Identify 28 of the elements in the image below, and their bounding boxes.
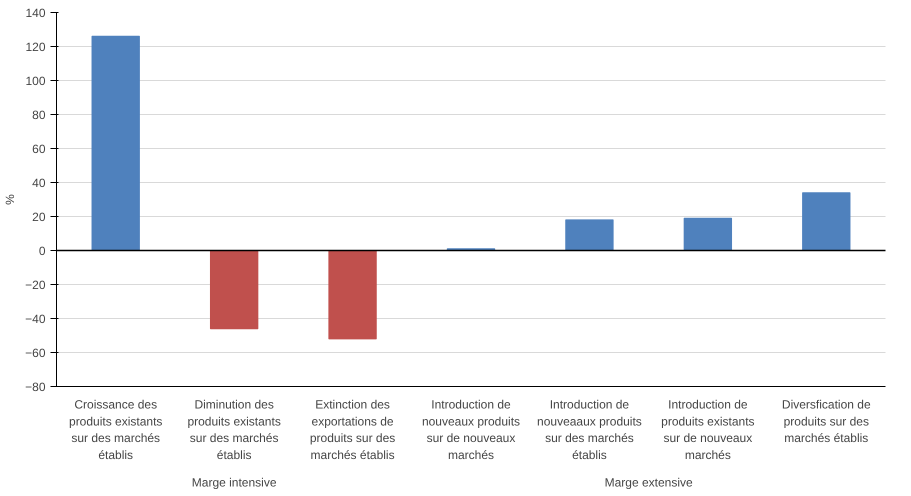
- y-tick-label: −20: [25, 278, 46, 292]
- y-tick-label: −40: [25, 312, 46, 326]
- y-tick-label: 80: [32, 108, 46, 122]
- bar: [92, 36, 140, 251]
- y-tick-label: 120: [25, 40, 46, 54]
- x-tick-label: Introduction de produits existants sur de nouveaux marchés: [661, 398, 755, 462]
- x-tick-label: Introduction de nouveaux produits sur de nouveaux marchés: [422, 398, 520, 462]
- y-tick-label: 100: [25, 74, 46, 88]
- y-axis-title: %: [3, 194, 18, 205]
- x-tick-label: Extinction des exportations de produits sur des marchés établis: [310, 398, 396, 462]
- x-tick-label: Diminution des produits existants sur des marchés établis: [187, 398, 281, 462]
- y-tick-label: −80: [25, 380, 46, 394]
- y-tick-label: 20: [32, 210, 46, 224]
- y-tick-label: 60: [32, 142, 46, 156]
- y-tick-label: 140: [25, 6, 46, 20]
- y-tick-label: 0: [38, 244, 46, 258]
- y-tick-label: −60: [25, 346, 46, 360]
- bar: [328, 250, 377, 340]
- y-tick-label: 40: [32, 176, 46, 190]
- bar: [210, 250, 258, 330]
- bar: [565, 219, 614, 251]
- bar: [684, 218, 732, 251]
- text: Marge extensive: [604, 476, 693, 490]
- x-tick-label: Diversfication de produits sur des marchés établis: [782, 398, 871, 446]
- x-tick-label: Introduction de nouveaaux produits sur des marchés établis: [537, 398, 642, 462]
- x-tick-label: Croissance des produits existants sur des marchés établis: [69, 398, 162, 462]
- bar: [802, 192, 850, 251]
- text: Marge intensive: [192, 476, 277, 490]
